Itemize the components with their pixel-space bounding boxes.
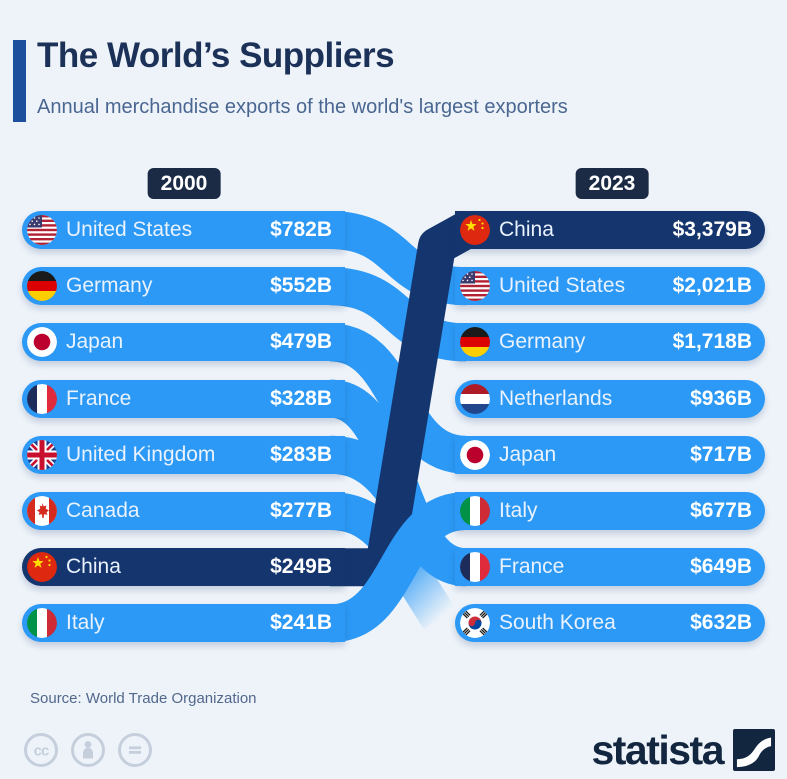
ca-flag-icon xyxy=(27,496,57,526)
export-value: $283B xyxy=(270,442,332,466)
export-value: $249B xyxy=(270,555,332,579)
fr-flag-icon xyxy=(27,383,57,414)
export-value: $936B xyxy=(690,386,752,410)
kr-flag-icon xyxy=(460,608,490,639)
export-value: $677B xyxy=(690,499,752,522)
page-title: The World’s Suppliers xyxy=(37,36,395,75)
export-value: $328B xyxy=(270,386,332,410)
exporter-row: Germany $552B xyxy=(22,267,345,306)
export-value: $3,379B xyxy=(672,218,752,241)
exporter-row: Japan $479B xyxy=(22,323,345,362)
country-label: China xyxy=(66,555,121,579)
exporter-row: China $3,379B xyxy=(455,211,765,249)
exporter-row: Canada $277B xyxy=(22,492,345,530)
statista-wordmark: statista xyxy=(591,727,724,773)
cc-icon[interactable]: cc xyxy=(22,731,60,769)
country-label: South Korea xyxy=(499,611,616,635)
exporter-row: United Kingdom $283B xyxy=(22,435,345,474)
us-flag-icon xyxy=(27,215,57,245)
gb-flag-icon xyxy=(27,439,57,470)
export-value: $479B xyxy=(270,330,332,354)
country-label: United States xyxy=(66,218,193,241)
exporter-row: Japan $717B xyxy=(455,435,765,474)
cn-flag-icon xyxy=(460,215,490,245)
exporter-row: France $649B xyxy=(455,548,765,587)
export-value: $649B xyxy=(690,555,752,579)
exporter-row: United States $2,021B xyxy=(455,267,765,306)
exporter-row: Italy $677B xyxy=(455,492,765,530)
attribution-icon[interactable] xyxy=(69,731,107,769)
source-note: Source: World Trade Organization xyxy=(30,690,257,707)
exporter-row: France $328B xyxy=(22,379,345,418)
exporter-row: Germany $1,718B xyxy=(455,323,765,362)
country-label: Germany xyxy=(66,274,153,298)
svg-text:cc: cc xyxy=(34,743,49,760)
export-value: $782B xyxy=(270,218,332,241)
country-label: Italy xyxy=(499,499,538,522)
it-flag-icon xyxy=(460,496,490,526)
jp-flag-icon xyxy=(460,439,490,470)
nl-flag-icon xyxy=(460,383,490,414)
fr-flag-icon xyxy=(460,552,490,583)
statista-logo[interactable]: statista xyxy=(591,728,775,772)
flow-ribbon-italy xyxy=(328,492,468,643)
license-icons: cc xyxy=(22,731,154,769)
country-label: Japan xyxy=(66,330,124,354)
jp-flag-icon xyxy=(27,327,57,358)
de-flag-icon xyxy=(27,271,57,302)
export-value: $241B xyxy=(270,611,332,635)
country-label: United States xyxy=(499,274,626,298)
export-value: $632B xyxy=(690,611,752,635)
cn-flag-icon xyxy=(27,552,57,583)
country-label: Canada xyxy=(66,499,140,522)
flow-ribbon-china xyxy=(330,213,476,587)
exporter-row: United States $782B xyxy=(22,211,345,249)
country-label: China xyxy=(499,218,554,241)
flow-ribbon-germany xyxy=(329,267,467,362)
statista-swoosh-icon xyxy=(733,729,775,771)
country-label: Netherlands xyxy=(499,386,613,410)
us-flag-icon xyxy=(460,271,490,302)
page-subtitle: Annual merchandise exports of the world'… xyxy=(37,96,568,118)
it-flag-icon xyxy=(27,608,57,639)
title-accent-bar xyxy=(13,40,26,122)
country-label: Germany xyxy=(499,330,586,354)
country-label: Italy xyxy=(66,611,105,635)
export-value: $2,021B xyxy=(672,274,752,298)
export-value: $1,718B xyxy=(672,330,752,354)
equals-icon[interactable] xyxy=(116,731,154,769)
exporter-row: Italy $241B xyxy=(22,604,345,643)
year-badge-2023: 2023 xyxy=(575,168,649,199)
year-badge-2000: 2000 xyxy=(147,168,221,199)
de-flag-icon xyxy=(460,327,490,358)
country-label: France xyxy=(499,555,565,579)
export-value: $552B xyxy=(270,274,332,298)
exporter-row: China $249B xyxy=(22,548,345,587)
country-label: France xyxy=(66,386,132,410)
export-value: $717B xyxy=(690,442,752,466)
exporter-row: Netherlands $936B xyxy=(455,379,765,418)
country-label: Japan xyxy=(499,442,557,466)
exporter-row: South Korea $632B xyxy=(455,604,765,643)
export-value: $277B xyxy=(270,499,332,522)
country-label: United Kingdom xyxy=(66,442,216,466)
